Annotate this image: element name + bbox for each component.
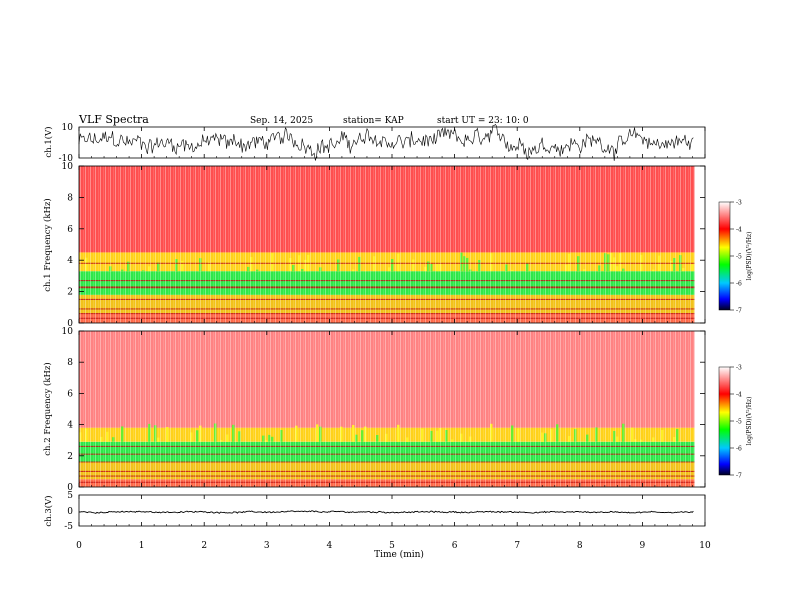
ch2-colorbar: -3 -4 -5 -6 -7 log(PSD)(V²/Hz) [718, 365, 753, 480]
colorbar-tick-label: -5 [736, 419, 742, 426]
freq-tick-label: 10 [62, 162, 74, 172]
ch1-ytick-bottom: -10 [59, 154, 74, 164]
ch3-waveform-panel: 5 0 -5 ch.3(V) [43, 491, 706, 532]
time-tick-label: 10 [699, 541, 711, 551]
start-time-label: start UT = 23: 10: 0 [437, 116, 529, 126]
ch1-colorbar-label: log(PSD)(V²/Hz) [746, 232, 753, 281]
time-tick-label: 3 [264, 541, 270, 551]
colorbar-tick-label: -3 [736, 200, 742, 207]
ch1-voltage-ylabel: ch.1(V) [43, 126, 54, 157]
freq-tick-label: 2 [67, 452, 73, 462]
time-tick-label: 2 [201, 541, 207, 551]
ch2-spectrogram-texture [79, 331, 695, 487]
freq-tick-label: 6 [67, 225, 73, 235]
freq-tick-label: 4 [67, 421, 73, 431]
colorbar-tick-label: -3 [736, 365, 742, 372]
ch3-waveform-trace [78, 510, 694, 514]
colorbar-tick-label: -5 [736, 254, 742, 261]
ch2-frequency-yticks: 0 2 4 6 8 10 [62, 327, 705, 493]
freq-tick-label: 0 [67, 319, 73, 329]
colorbar-tick-label: -7 [736, 473, 742, 480]
time-tick-label: 5 [389, 541, 395, 551]
freq-tick-label: 6 [67, 389, 73, 399]
freq-tick-label: 8 [67, 358, 73, 368]
ch1-spectrogram-texture [79, 166, 695, 323]
station-label: station= KAP [343, 116, 404, 126]
ch1-frequency-yticks: 0 2 4 6 8 10 [62, 162, 705, 329]
ch3-waveform-frame [78, 494, 706, 527]
ch1-waveform-trace [78, 124, 694, 161]
time-tick-label: 6 [452, 541, 458, 551]
time-tick-label: 1 [139, 541, 145, 551]
ch3-ytick-bottom: -5 [64, 522, 73, 532]
colorbar-tick-label: -6 [736, 281, 742, 288]
colorbar-tick-label: -4 [736, 392, 742, 399]
freq-tick-label: 0 [67, 483, 73, 493]
date-label: Sep. 14, 2025 [250, 116, 313, 126]
time-tick-label: 7 [514, 541, 520, 551]
ch2-spectrogram-panel: 0 2 4 6 8 10 ch.2 Frequency (kHz) [42, 327, 706, 493]
ch1-ytick-top: 10 [62, 123, 74, 133]
ch1-colorbar: -3 -4 -5 -6 -7 log(PSD)(V²/Hz) [718, 200, 753, 315]
freq-tick-label: 4 [67, 256, 73, 266]
time-axis-label: Time (min) [374, 549, 424, 560]
ch3-ytick-top: 5 [67, 491, 73, 501]
time-tick-label: 8 [577, 541, 583, 551]
colorbar-tick-label: -6 [736, 446, 742, 453]
colorbar-tick-label: -7 [736, 308, 742, 315]
ch2-channel-ylabel: ch.2 Frequency (kHz) [42, 362, 53, 455]
freq-tick-label: 2 [67, 288, 73, 298]
freq-tick-label: 10 [62, 327, 74, 337]
ch2-colorbar-label: log(PSD)(V²/Hz) [746, 397, 753, 446]
ch3-voltage-ylabel: ch.3(V) [43, 495, 54, 526]
ch1-colorbar-gradient [718, 201, 731, 311]
time-tick-label: 4 [327, 541, 333, 551]
ch1-channel-ylabel: ch.1 Frequency (kHz) [42, 198, 53, 291]
ch3-ytick-mid: 0 [67, 507, 73, 517]
ch1-spectrogram-panel: 0 2 4 6 8 10 ch.1 Frequency (kHz) [42, 162, 706, 329]
time-axis-ticks: 0 1 2 3 4 5 6 7 8 9 10 [76, 127, 711, 551]
freq-tick-label: 8 [67, 193, 73, 203]
time-tick-label: 0 [76, 541, 82, 551]
colorbar-tick-label: -4 [736, 227, 742, 234]
time-tick-label: 9 [640, 541, 646, 551]
figure-title: VLF Spectra [78, 113, 149, 126]
ch2-colorbar-gradient [718, 366, 731, 476]
ch1-waveform-panel: 10 -10 ch.1(V) [43, 123, 706, 164]
